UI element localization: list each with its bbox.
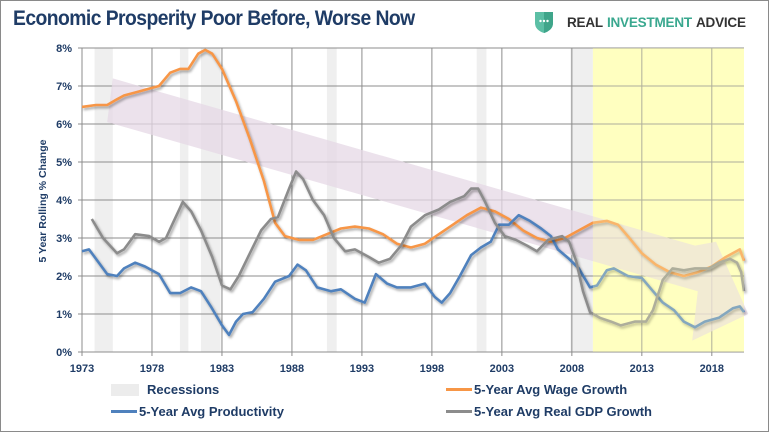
legend-label-productivity: 5-Year Avg Productivity	[139, 404, 284, 419]
y-tick-label: 0%	[56, 347, 72, 359]
legend-productivity: 5-Year Avg Productivity	[111, 404, 284, 419]
x-tick-label: 1973	[70, 363, 94, 375]
legend-swatch-recessions	[111, 383, 139, 396]
series-line-wage	[81, 48, 746, 278]
x-tick-label: 2013	[630, 363, 654, 375]
legend-swatch-gdp	[446, 410, 472, 413]
x-tick-label: 1998	[420, 363, 444, 375]
logo-word-real: REAL	[567, 14, 603, 30]
legend-label-wage: 5-Year Avg Wage Growth	[474, 382, 628, 397]
legend-wage: 5-Year Avg Wage Growth	[446, 382, 627, 397]
x-tick-label: 2018	[700, 363, 724, 375]
logo-word-advice: ADVICE	[695, 14, 746, 30]
x-tick-label: 1978	[140, 363, 164, 375]
legend-recessions: Recessions	[111, 382, 219, 397]
y-tick-label: 6%	[56, 119, 72, 131]
x-tick-label: 1993	[350, 363, 374, 375]
shield-icon	[535, 12, 553, 33]
legend-swatch-wage	[446, 388, 472, 391]
legend-gdp: 5-Year Avg Real GDP Growth	[446, 404, 652, 419]
y-tick-label: 2%	[56, 271, 72, 283]
x-tick-label: 1983	[210, 363, 234, 375]
y-tick-label: 1%	[56, 309, 72, 321]
x-tick-label: 1988	[280, 363, 304, 375]
series-line-productivity	[81, 213, 746, 337]
x-tick-label: 2003	[490, 363, 514, 375]
y-tick-label: 8%	[56, 43, 72, 55]
legend-label-gdp: 5-Year Avg Real GDP Growth	[474, 404, 652, 419]
y-axis-label: 5 Year Rolling % Change	[37, 139, 49, 262]
y-tick-label: 5%	[56, 157, 72, 169]
y-tick-label: 4%	[56, 195, 72, 207]
highlight-overlay	[592, 48, 744, 352]
trend-arrow	[107, 78, 749, 341]
y-tick-label: 7%	[56, 81, 72, 93]
x-tick-label: 2008	[560, 363, 584, 375]
logo: REAL INVESTMENT ADVICE	[533, 10, 746, 34]
legend-label-recessions: Recessions	[147, 382, 220, 397]
y-tick-label: 3%	[56, 233, 72, 245]
legend-swatch-productivity	[111, 410, 137, 413]
series-line-gdp	[90, 170, 746, 327]
chart-title: Economic Prosperity Poor Before, Worse N…	[13, 7, 415, 30]
logo-word-investment: INVESTMENT	[606, 14, 692, 30]
